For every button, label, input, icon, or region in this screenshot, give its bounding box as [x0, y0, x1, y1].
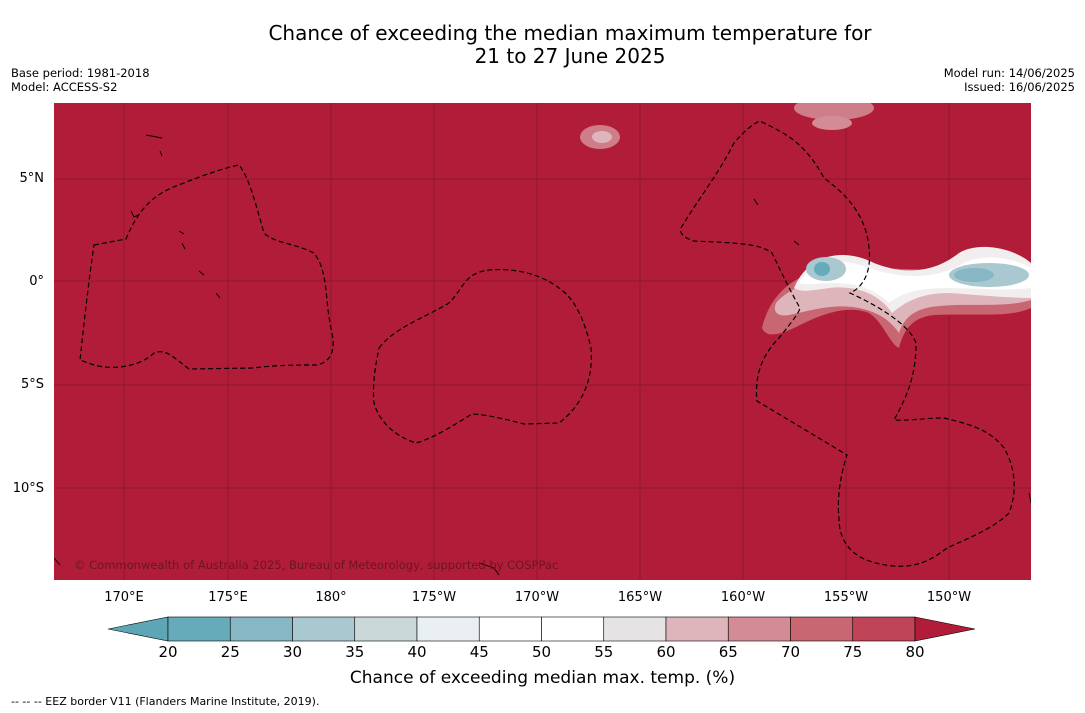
issued-date: Issued: 16/06/2025 — [964, 80, 1075, 94]
colorbar-segment — [541, 616, 605, 642]
lat-label-5n: 5°N — [19, 171, 45, 186]
eez-borders — [79, 120, 1015, 567]
colorbar-tick-label: 55 — [594, 643, 614, 661]
lon-label-175w: 175°W — [411, 590, 457, 605]
title-line-1: Chance of exceeding the median maximum t… — [268, 21, 872, 45]
colorbar-tick-label: 40 — [407, 643, 427, 661]
colorbar-segment — [790, 616, 854, 642]
lon-label-150w: 150°W — [926, 590, 972, 605]
lon-label-175e: 175°E — [208, 590, 248, 605]
colorbar-segment — [416, 616, 480, 642]
colorbar-segment — [229, 616, 293, 642]
colorbar-segment — [354, 616, 418, 642]
chart-title: Chance of exceeding the median maximum t… — [0, 22, 1085, 68]
map-area: © Commonwealth of Australia 2025, Bureau… — [54, 103, 1031, 580]
colorbar-tick-label: 75 — [843, 643, 863, 661]
colorbar-tick-label: 50 — [531, 643, 552, 661]
colorbar-tick-label: 45 — [469, 643, 489, 661]
colorbar-extend-low — [108, 616, 169, 642]
copyright-text: © Commonwealth of Australia 2025, Bureau… — [74, 558, 559, 572]
lon-label-180: 180° — [315, 590, 347, 605]
model-run: Model run: 14/06/2025 — [943, 66, 1075, 80]
colorbar-tick-label: 30 — [282, 643, 303, 661]
lon-label-170w: 170°W — [514, 590, 560, 605]
colorbar-segment — [478, 616, 542, 642]
lat-label-0: 0° — [29, 274, 44, 289]
model-name: Model: ACCESS-S2 — [11, 80, 118, 94]
colorbar-tick-label: 35 — [345, 643, 365, 661]
colorbar — [108, 616, 976, 642]
lat-label-5s: 5°S — [20, 377, 44, 392]
title-line-2: 21 to 27 June 2025 — [474, 44, 666, 68]
anomaly-contours — [580, 103, 1031, 348]
colorbar-tick-label: 80 — [905, 643, 925, 661]
colorbar-segment — [167, 616, 231, 642]
map-svg — [54, 103, 1031, 580]
footer-note: -- -- -- EEZ border V11 (Flanders Marine… — [11, 695, 320, 708]
base-period: Base period: 1981-2018 — [11, 66, 150, 80]
colorbar-segment — [665, 616, 729, 642]
colorbar-label: Chance of exceeding median max. temp. (%… — [349, 668, 736, 688]
colorbar-segment — [603, 616, 667, 642]
graticule — [54, 103, 1031, 580]
colorbar-tick-label: 25 — [220, 643, 240, 661]
colorbar-extend-high — [914, 616, 976, 642]
lon-label-165w: 165°W — [617, 590, 663, 605]
colorbar-tick-label: 70 — [780, 643, 801, 661]
island-outlines — [54, 134, 1031, 576]
colorbar-tick-label: 20 — [158, 643, 178, 661]
colorbar-segment — [292, 616, 356, 642]
colorbar-tick-label: 60 — [656, 643, 676, 661]
meta-right: Model run: 14/06/2025 Issued: 16/06/2025 — [944, 66, 1075, 94]
colorbar-tick-label: 65 — [718, 643, 738, 661]
colorbar-segment — [852, 616, 916, 642]
colorbar-segment — [727, 616, 791, 642]
lon-label-170e: 170°E — [104, 590, 144, 605]
lon-label-155w: 155°W — [823, 590, 869, 605]
colorbar-segments — [108, 616, 976, 642]
lon-label-160w: 160°W — [720, 590, 766, 605]
lat-label-10s: 10°S — [12, 481, 44, 496]
meta-left: Base period: 1981-2018 Model: ACCESS-S2 — [11, 66, 150, 94]
